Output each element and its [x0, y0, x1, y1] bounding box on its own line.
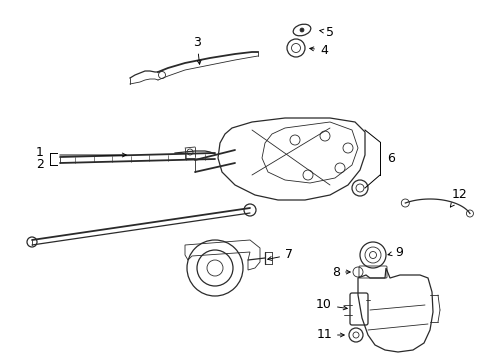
Text: 9: 9 [387, 246, 402, 258]
Text: 3: 3 [193, 36, 201, 64]
Text: 7: 7 [267, 248, 292, 261]
Text: 1: 1 [36, 145, 44, 158]
Circle shape [299, 28, 304, 32]
Text: 8: 8 [331, 266, 349, 279]
Text: 4: 4 [309, 44, 327, 57]
Text: 6: 6 [386, 152, 394, 165]
Text: 12: 12 [449, 189, 467, 207]
Text: 11: 11 [316, 328, 344, 342]
Text: 5: 5 [319, 26, 333, 39]
Text: 2: 2 [36, 158, 44, 171]
Text: 10: 10 [315, 298, 346, 311]
